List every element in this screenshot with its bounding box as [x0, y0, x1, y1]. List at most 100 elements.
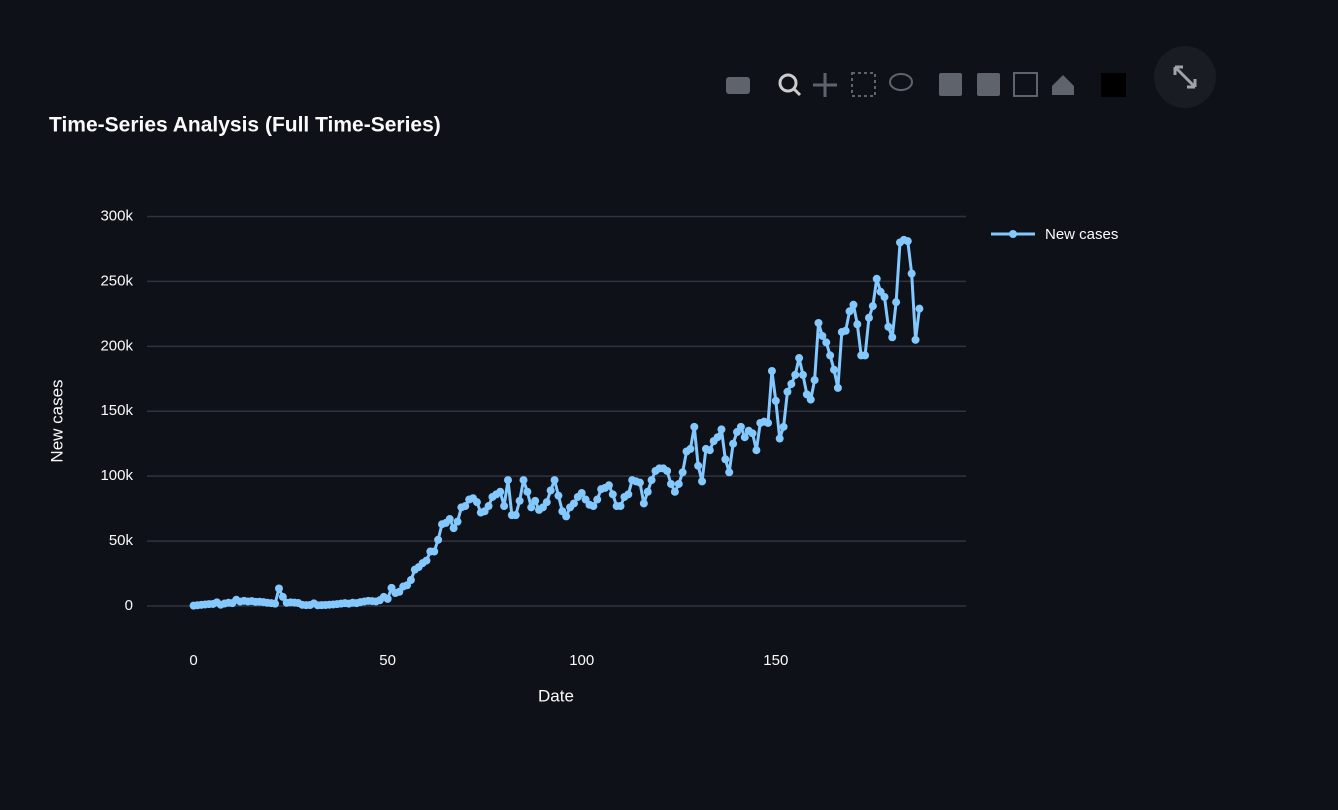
zoom-out-icon[interactable]	[977, 73, 1000, 96]
data-point	[562, 512, 571, 521]
data-point	[674, 479, 683, 488]
x-tick-label: 150	[763, 652, 788, 669]
data-point	[484, 502, 493, 511]
chart-title: Time-Series Analysis (Full Time-Series)	[49, 114, 441, 137]
data-point	[748, 429, 757, 438]
data-point	[810, 376, 819, 385]
data-point	[767, 367, 776, 376]
data-point	[888, 333, 897, 342]
legend-label: New cases	[1045, 226, 1118, 243]
data-point	[845, 307, 854, 316]
x-tick-label: 0	[189, 652, 197, 669]
data-point	[422, 556, 431, 565]
data-point	[868, 302, 877, 311]
data-point	[822, 338, 831, 347]
data-point	[519, 476, 528, 485]
data-point	[472, 498, 481, 507]
data-point	[445, 515, 454, 524]
data-point	[577, 489, 586, 498]
data-point	[667, 479, 676, 488]
data-point	[554, 491, 563, 500]
fullscreen-icon	[1173, 65, 1197, 89]
data-point	[818, 331, 827, 340]
zoom-handle	[792, 87, 802, 97]
x-axis-title: Date	[538, 686, 574, 705]
data-point	[826, 351, 835, 360]
zoom-icon[interactable]	[778, 73, 798, 93]
data-point	[678, 468, 687, 477]
data-point	[461, 502, 470, 511]
data-point	[527, 503, 536, 512]
data-point	[383, 594, 392, 603]
data-point	[775, 434, 784, 443]
data-point	[624, 490, 633, 499]
data-point	[531, 496, 540, 505]
data-point	[430, 547, 439, 556]
plotly-logo[interactable]	[1101, 73, 1126, 97]
y-tick-label: 300k	[100, 207, 133, 224]
data-point	[278, 592, 287, 601]
data-point	[872, 274, 881, 283]
pan-icon[interactable]	[813, 73, 837, 97]
data-point	[798, 370, 807, 379]
data-point	[849, 300, 858, 309]
data-point	[806, 395, 815, 404]
home-icon[interactable]	[1052, 75, 1074, 95]
camera-icon[interactable]	[726, 77, 750, 94]
data-point	[833, 383, 842, 392]
data-point	[546, 486, 555, 495]
select-icon[interactable]	[851, 72, 876, 97]
data-point	[639, 499, 648, 508]
data-point	[271, 599, 280, 608]
data-point	[503, 476, 512, 485]
data-point	[698, 477, 707, 486]
data-point	[779, 422, 788, 431]
data-point	[721, 455, 730, 464]
data-point	[903, 237, 912, 246]
data-point	[907, 269, 916, 278]
modebar	[726, 46, 1216, 108]
x-tick-label: 50	[379, 652, 396, 669]
data-point	[764, 418, 773, 427]
data-point	[406, 576, 415, 585]
data-point	[884, 322, 893, 331]
lasso-icon[interactable]	[889, 73, 913, 91]
data-point	[434, 535, 443, 544]
data-point	[814, 318, 823, 327]
data-point	[670, 487, 679, 496]
data-point	[861, 351, 870, 360]
y-tick-label: 0	[125, 597, 133, 614]
data-point	[511, 511, 520, 520]
data-point	[274, 584, 283, 593]
zoom-in-icon[interactable]	[939, 73, 962, 96]
y-tick-label: 50k	[109, 532, 134, 549]
data-point	[729, 439, 738, 448]
data-point	[864, 313, 873, 322]
data-point	[853, 320, 862, 329]
data-point	[736, 422, 745, 431]
data-point	[635, 478, 644, 487]
data-point	[643, 487, 652, 496]
data-point	[713, 433, 722, 442]
data-point	[841, 326, 850, 335]
data-point	[911, 335, 920, 344]
autoscale-icon[interactable]	[1013, 72, 1038, 97]
data-point	[608, 490, 617, 499]
data-point	[453, 517, 462, 526]
data-point	[705, 446, 714, 455]
data-point	[449, 524, 458, 533]
data-point	[496, 487, 505, 496]
data-point	[787, 379, 796, 388]
data-point	[604, 481, 613, 490]
data-point	[771, 396, 780, 405]
data-point	[915, 304, 924, 313]
x-tick-label: 100	[569, 652, 594, 669]
y-tick-label: 200k	[100, 337, 133, 354]
data-point	[783, 387, 792, 396]
data-point	[550, 476, 559, 485]
data-point	[694, 461, 703, 470]
data-point	[542, 498, 551, 507]
data-point	[523, 487, 532, 496]
